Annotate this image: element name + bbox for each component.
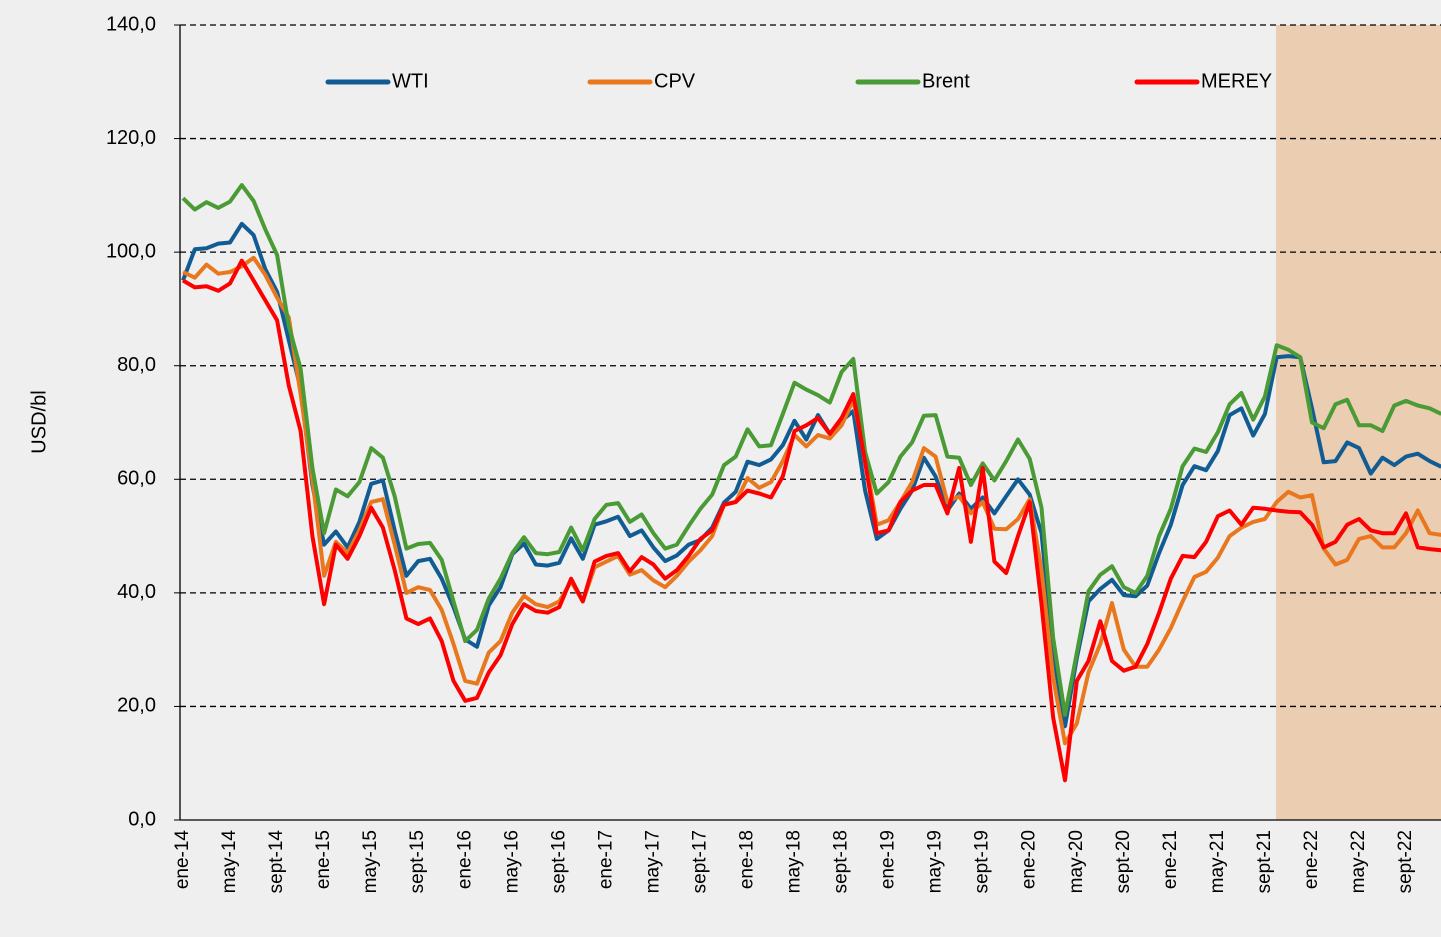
series-line (181, 183, 1441, 717)
x-tick-label: may-16 (501, 830, 522, 893)
x-tick-label: sept-20 (1113, 830, 1134, 893)
x-tick-label: may-22 (1348, 830, 1369, 893)
x-tick-label: sept-17 (689, 830, 710, 893)
y-tick-label: 20,0 (117, 695, 156, 717)
x-tick-label: may-21 (1207, 830, 1228, 893)
x-tick-label: ene-20 (1019, 830, 1040, 889)
y-tick-label: 100,0 (106, 240, 156, 262)
y-tick-label: 120,0 (106, 127, 156, 149)
x-tick-label: sept-18 (831, 830, 852, 893)
x-tick-label: may-20 (1066, 830, 1087, 893)
y-tick-label: 80,0 (117, 354, 156, 376)
series-line (182, 255, 1441, 746)
series-line (181, 258, 1441, 783)
x-tick-label: sept-21 (1254, 830, 1275, 893)
x-tick-label: ene-21 (1160, 830, 1181, 889)
y-tick-label: 0,0 (128, 808, 156, 830)
legend-label: Brent (922, 70, 970, 92)
x-tick-label: sept-16 (548, 830, 569, 893)
x-tick-label: may-15 (360, 830, 381, 893)
x-tick-label: ene-19 (878, 830, 899, 889)
x-tick-label: may-14 (219, 830, 240, 894)
y-tick-label: 40,0 (117, 581, 156, 603)
x-tick-label: ene-16 (454, 830, 475, 889)
y-tick-label: 60,0 (117, 468, 156, 490)
series-line (181, 221, 1441, 729)
x-tick-label: sept-22 (1395, 830, 1416, 893)
x-tick-label: may-18 (784, 830, 805, 893)
y-axis-label: USD/bl (28, 390, 50, 453)
y-tick-label: 140,0 (106, 13, 156, 35)
x-tick-label: ene-22 (1301, 830, 1322, 889)
x-tick-label: sept-19 (972, 830, 993, 893)
x-tick-label: may-19 (925, 830, 946, 893)
x-tick-label: ene-18 (736, 830, 757, 889)
x-tick-label: ene-14 (172, 830, 193, 890)
x-tick-label: may-17 (642, 830, 663, 893)
x-tick-label: ene-15 (313, 830, 334, 889)
x-tick-label: sept-15 (407, 830, 428, 893)
x-tick-label: sept-14 (266, 830, 287, 894)
x-tick-label: ene-17 (595, 830, 616, 889)
legend-label: WTI (392, 70, 429, 92)
legend-label: MEREY (1201, 70, 1272, 92)
legend-label: CPV (654, 70, 696, 92)
